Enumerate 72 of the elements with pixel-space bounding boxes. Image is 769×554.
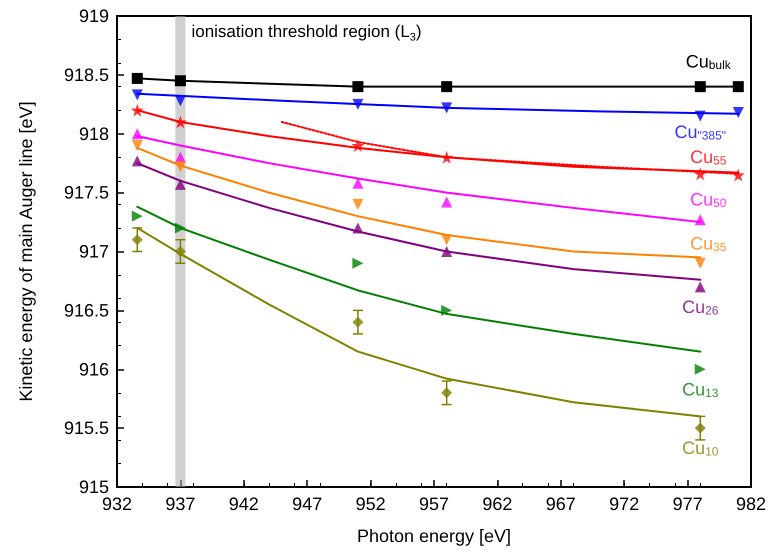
series-label: Cu13 bbox=[682, 379, 719, 400]
x-tick-label: 947 bbox=[292, 494, 322, 514]
point bbox=[694, 364, 706, 375]
point bbox=[174, 222, 186, 234]
x-tick-label: 957 bbox=[418, 494, 450, 514]
y-tick-label: 915.5 bbox=[64, 418, 109, 438]
point bbox=[132, 234, 143, 246]
point bbox=[441, 102, 452, 114]
point bbox=[441, 81, 452, 92]
series-label: Cu35 bbox=[690, 233, 727, 254]
x-tick-label: 977 bbox=[672, 494, 703, 514]
x-tick-label: 932 bbox=[102, 494, 132, 514]
point bbox=[174, 75, 186, 86]
point bbox=[174, 115, 187, 128]
point bbox=[174, 178, 186, 190]
point bbox=[352, 258, 364, 269]
point bbox=[132, 72, 143, 84]
point bbox=[441, 234, 452, 246]
point bbox=[132, 89, 143, 100]
y-tick-label: 919 bbox=[78, 6, 109, 26]
point bbox=[352, 98, 364, 110]
point bbox=[441, 304, 452, 316]
point bbox=[694, 422, 706, 434]
point bbox=[352, 316, 364, 328]
point bbox=[694, 258, 706, 269]
y-tick-label: 917.5 bbox=[64, 182, 109, 203]
x-tick-label: 972 bbox=[609, 494, 640, 514]
point bbox=[694, 167, 707, 180]
x-axis-title: Photon energy [eV] bbox=[356, 526, 512, 546]
y-tick-label: 918.5 bbox=[64, 64, 109, 85]
point bbox=[440, 150, 454, 164]
point bbox=[694, 214, 706, 226]
y-tick-label: 916.5 bbox=[64, 300, 109, 320]
series-label: Cu55 bbox=[690, 146, 727, 168]
point bbox=[694, 110, 706, 122]
point bbox=[132, 128, 143, 140]
point bbox=[441, 246, 452, 257]
x-tick-label: 982 bbox=[736, 494, 766, 514]
y-tick-label: 916 bbox=[78, 359, 109, 380]
y-axis-title: Kinetic energy of main Auger line [eV] bbox=[16, 101, 36, 402]
x-tick-label: 967 bbox=[546, 494, 576, 514]
point bbox=[132, 155, 143, 166]
series-label: Cu10 bbox=[682, 438, 719, 459]
point bbox=[132, 140, 143, 152]
point bbox=[441, 387, 452, 398]
x-tick-label: 942 bbox=[228, 494, 259, 514]
point bbox=[352, 222, 364, 234]
series-label: Cubulk bbox=[686, 52, 732, 72]
point bbox=[694, 281, 706, 292]
series-label: Cu"385" bbox=[674, 122, 726, 143]
point bbox=[352, 178, 364, 189]
point bbox=[174, 95, 186, 106]
point bbox=[351, 139, 364, 152]
point bbox=[130, 104, 144, 117]
x-tick-label: 937 bbox=[165, 494, 196, 514]
point bbox=[132, 210, 143, 222]
y-tick-label: 918 bbox=[78, 124, 109, 144]
point bbox=[352, 198, 364, 210]
series-label: Cu26 bbox=[682, 296, 719, 318]
point bbox=[174, 246, 186, 257]
point bbox=[732, 81, 744, 92]
point bbox=[352, 81, 364, 92]
point bbox=[732, 168, 745, 182]
x-tick-label: 952 bbox=[356, 494, 386, 514]
y-tick-label: 915 bbox=[78, 477, 109, 497]
point bbox=[441, 196, 452, 208]
point bbox=[732, 107, 744, 118]
y-tick-label: 917 bbox=[78, 242, 109, 262]
x-tick-label: 962 bbox=[482, 494, 512, 514]
series-label: Cu50 bbox=[690, 190, 727, 210]
point bbox=[174, 161, 186, 172]
point bbox=[694, 81, 706, 92]
